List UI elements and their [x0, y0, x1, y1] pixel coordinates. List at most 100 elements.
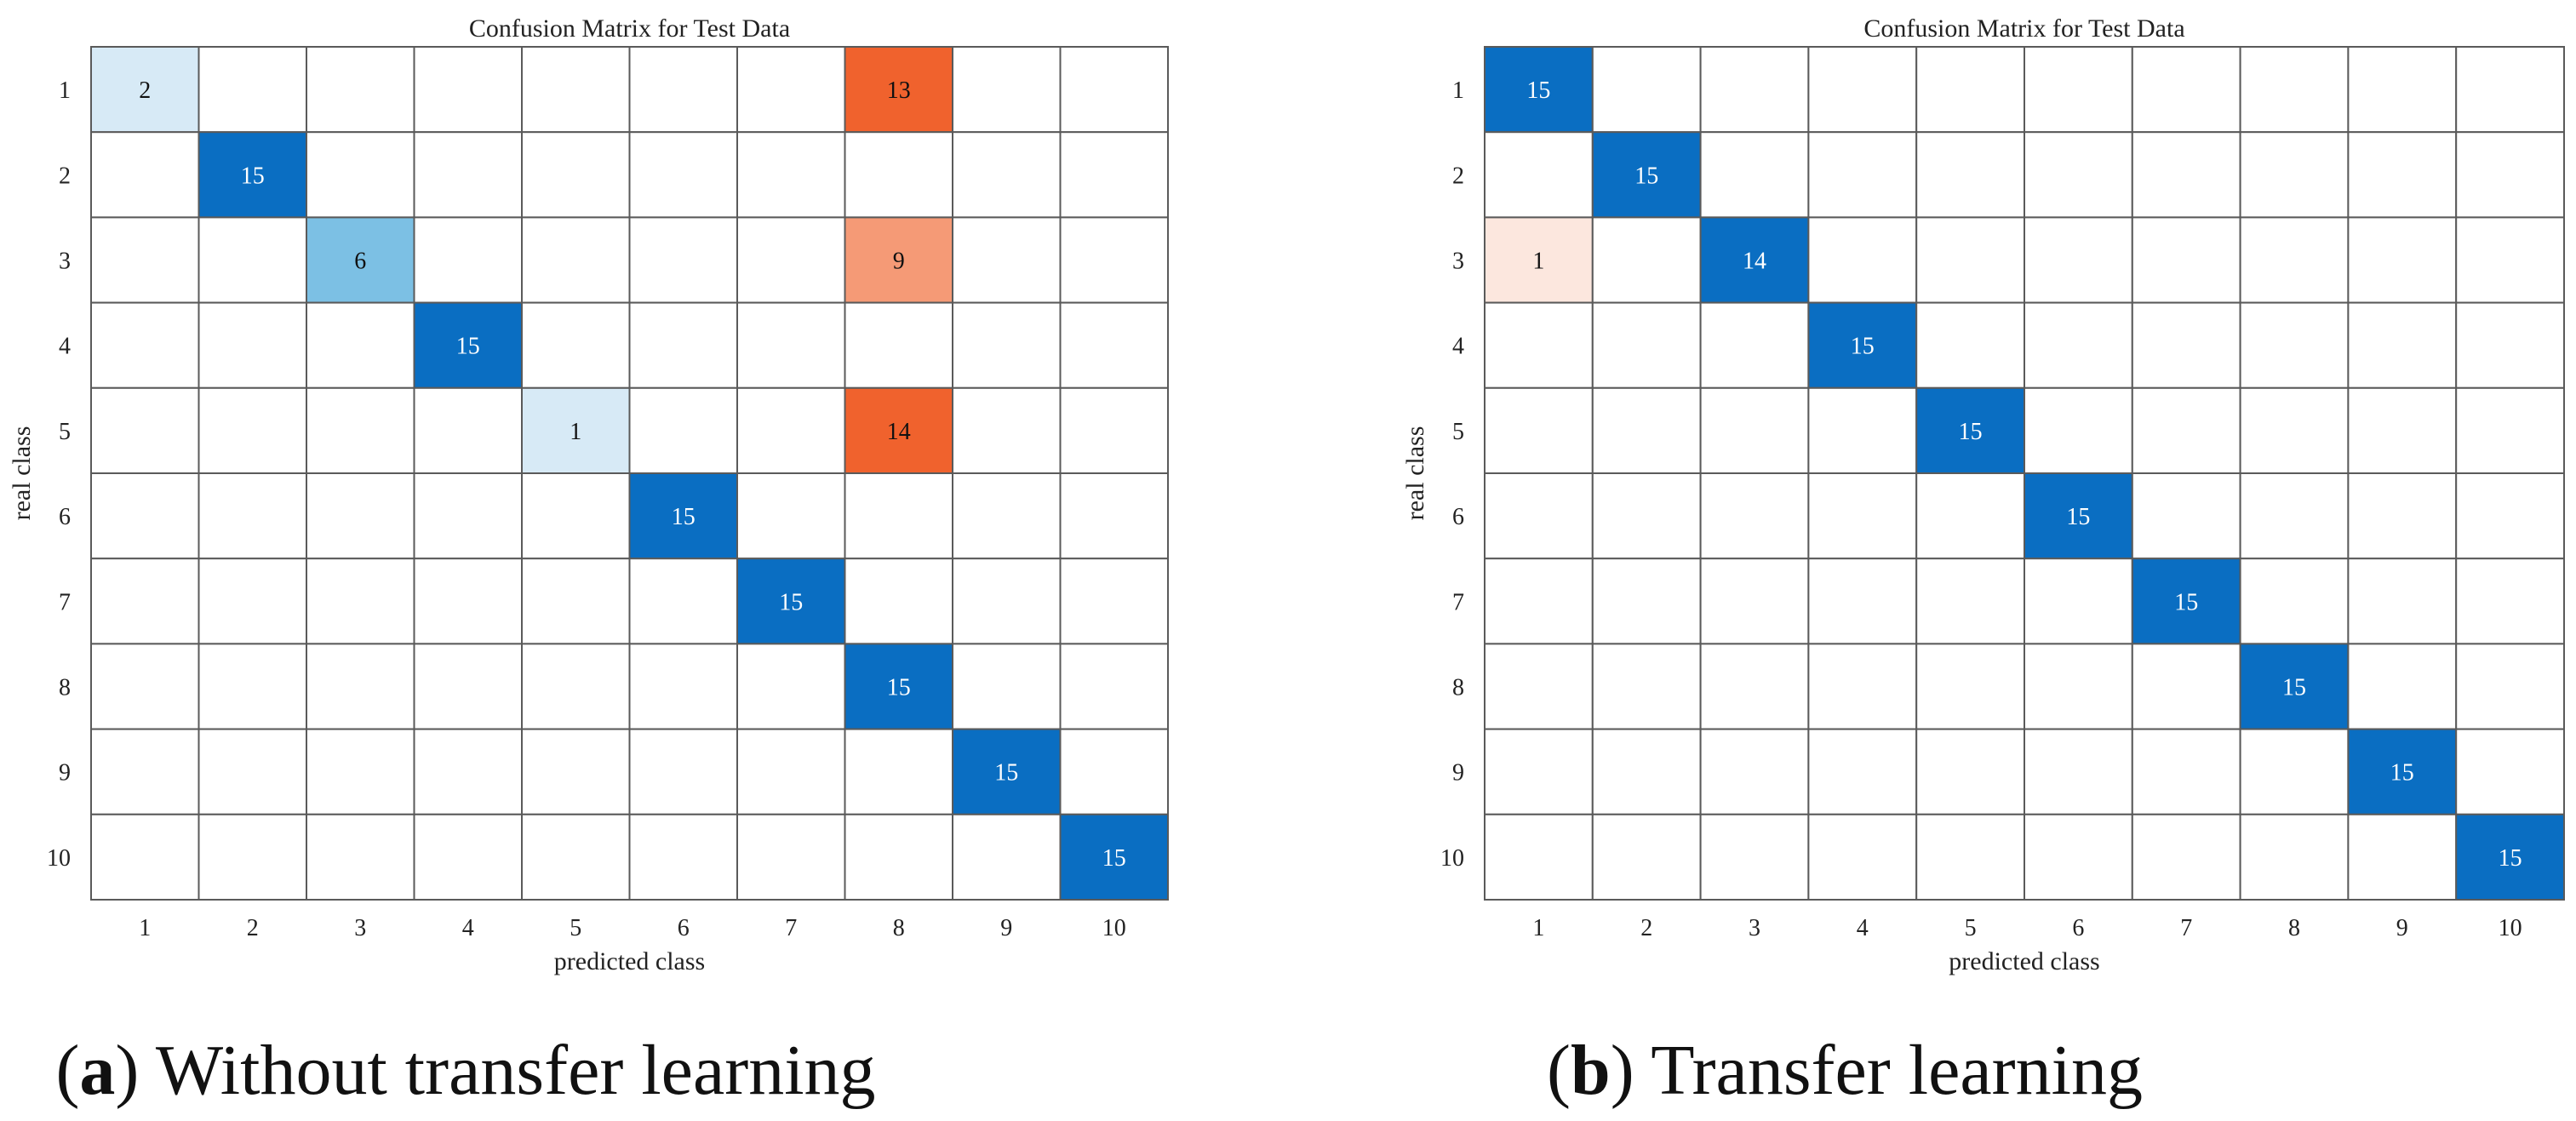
- matrix-cell-r7-c5: [1915, 558, 2025, 645]
- matrix-cell-r8-c5: [521, 643, 631, 730]
- matrix-cell-r7-c4: [413, 558, 523, 645]
- matrix-cell-r5-c3: [1699, 386, 1810, 474]
- y-tick-label: 8: [1452, 675, 1464, 701]
- y-tick-label: 6: [59, 504, 71, 530]
- cell-value-label: 15: [887, 675, 911, 701]
- matrix-cell-r5-c1: [1484, 386, 1594, 474]
- matrix-cell-r9-c6: [628, 728, 738, 815]
- matrix-cell-r9-c9: [952, 728, 1062, 815]
- matrix-cell-r8-c6: [628, 643, 738, 730]
- x-tick-label: 1: [139, 915, 151, 941]
- cell-value-label: 13: [887, 77, 911, 104]
- matrix-cell-r3-c1: [90, 216, 200, 304]
- matrix-cell-r2-c5: [1915, 131, 2025, 219]
- matrix-cell-r6-c5: [1915, 472, 2025, 560]
- matrix-cell-r6-c8: [844, 472, 953, 560]
- cell-value-label: 15: [994, 760, 1018, 786]
- y-tick-label: 4: [59, 334, 71, 360]
- matrix-cell-r5-c8: [2239, 386, 2350, 474]
- matrix-cell-r2-c3: [1699, 131, 1810, 219]
- cell-value-label: 15: [1959, 419, 1983, 445]
- matrix-cell-r6-c4: [413, 472, 523, 560]
- matrix-cell-r4-c4: [413, 301, 523, 389]
- cell-value-label: 15: [2066, 504, 2090, 530]
- matrix-cell-r7-c6: [628, 558, 738, 645]
- matrix-cell-r4-c7: [736, 301, 846, 389]
- matrix-cell-r10-c6: [628, 813, 738, 901]
- matrix-cell-r7-c4: [1807, 558, 1918, 645]
- matrix-cell-r2-c6: [628, 131, 738, 219]
- y-tick-label: 5: [1452, 419, 1464, 445]
- matrix-cell-r9-c8: [844, 728, 953, 815]
- matrix-cell-r7-c9: [2347, 558, 2458, 645]
- x-tick-label: 7: [785, 915, 797, 941]
- matrix-cell-r6-c1: [1484, 472, 1594, 560]
- matrix-cell-r2-c8: [2239, 131, 2350, 219]
- matrix-cell-r2-c10: [1059, 131, 1169, 219]
- cell-value-label: 9: [893, 249, 905, 275]
- matrix-cell-r4-c8: [2239, 301, 2350, 389]
- x-axis-label: predicted class: [554, 947, 705, 975]
- matrix-cell-r2-c6: [2024, 131, 2133, 219]
- matrix-cell-r4-c2: [1591, 301, 1702, 389]
- caption-open-paren: (: [1547, 1031, 1571, 1110]
- matrix-cell-r8-c4: [1807, 643, 1918, 730]
- matrix-cell-r6-c10: [1059, 472, 1169, 560]
- matrix-cell-r1-c4: [1807, 46, 1918, 134]
- matrix-cell-r7-c10: [2455, 558, 2565, 645]
- matrix-cell-r5-c5: [1915, 386, 2025, 474]
- matrix-cell-r8-c10: [2455, 643, 2565, 730]
- matrix-cell-r2-c9: [952, 131, 1062, 219]
- matrix-cell-r8-c9: [952, 643, 1062, 730]
- matrix-cell-r5-c4: [1807, 386, 1918, 474]
- matrix-cell-r10-c10: [2455, 813, 2565, 901]
- panel-caption: (a) Without transfer learning: [55, 1031, 875, 1110]
- matrix-cell-r6-c1: [90, 472, 200, 560]
- x-tick-label: 3: [354, 915, 366, 941]
- matrix-cell-r2-c1: [1484, 131, 1594, 219]
- matrix-cell-r4-c1: [90, 301, 200, 389]
- y-tick-label: 5: [59, 419, 71, 445]
- matrix-cell-r8-c8: [2239, 643, 2350, 730]
- matrix-cell-r2-c2: [197, 131, 307, 219]
- matrix-cell-r10-c5: [521, 813, 631, 901]
- matrix-cell-r9-c4: [1807, 728, 1918, 815]
- matrix-cell-r3-c8: [2239, 216, 2350, 304]
- y-tick-label: 2: [1452, 163, 1464, 189]
- x-tick-label: 3: [1749, 915, 1760, 941]
- y-tick-label: 7: [59, 589, 71, 615]
- matrix-cell-r7-c5: [521, 558, 631, 645]
- x-tick-label: 2: [1640, 915, 1652, 941]
- x-tick-label: 7: [2180, 915, 2192, 941]
- matrix-cell-r2-c8: [844, 131, 953, 219]
- caption-letter: b: [1571, 1031, 1611, 1110]
- cell-value-label: 1: [1532, 249, 1544, 275]
- matrix-cell-r4-c2: [197, 301, 307, 389]
- y-tick-label: 6: [1452, 504, 1464, 530]
- panel-caption: (b) Transfer learning: [1547, 1031, 2143, 1110]
- matrix-cell-r3-c9: [2347, 216, 2458, 304]
- x-tick-label: 6: [678, 915, 690, 941]
- matrix-cell-r9-c7: [2131, 728, 2241, 815]
- matrix-cell-r10-c6: [2024, 813, 2133, 901]
- matrix-cell-r8-c2: [197, 643, 307, 730]
- matrix-cell-r9-c6: [2024, 728, 2133, 815]
- y-tick-label: 9: [1452, 760, 1464, 786]
- cell-value-label: 6: [354, 249, 366, 275]
- x-tick-label: 2: [247, 915, 259, 941]
- matrix-cell-r7-c2: [197, 558, 307, 645]
- matrix-cell-r7-c8: [844, 558, 953, 645]
- matrix-cell-r1-c8: [844, 46, 953, 134]
- y-tick-label: 3: [59, 249, 71, 275]
- matrix-cell-r5-c9: [2347, 386, 2458, 474]
- matrix-cell-r1-c7: [2131, 46, 2241, 134]
- y-tick-label: 8: [59, 675, 71, 701]
- x-tick-label: 5: [570, 915, 581, 941]
- matrix-cell-r2-c3: [306, 131, 415, 219]
- matrix-cell-r3-c7: [2131, 216, 2241, 304]
- matrix-cell-r1-c9: [952, 46, 1062, 134]
- matrix-cell-r2-c9: [2347, 131, 2458, 219]
- y-tick-label: 7: [1452, 589, 1464, 615]
- matrix-cell-r1-c2: [1591, 46, 1702, 134]
